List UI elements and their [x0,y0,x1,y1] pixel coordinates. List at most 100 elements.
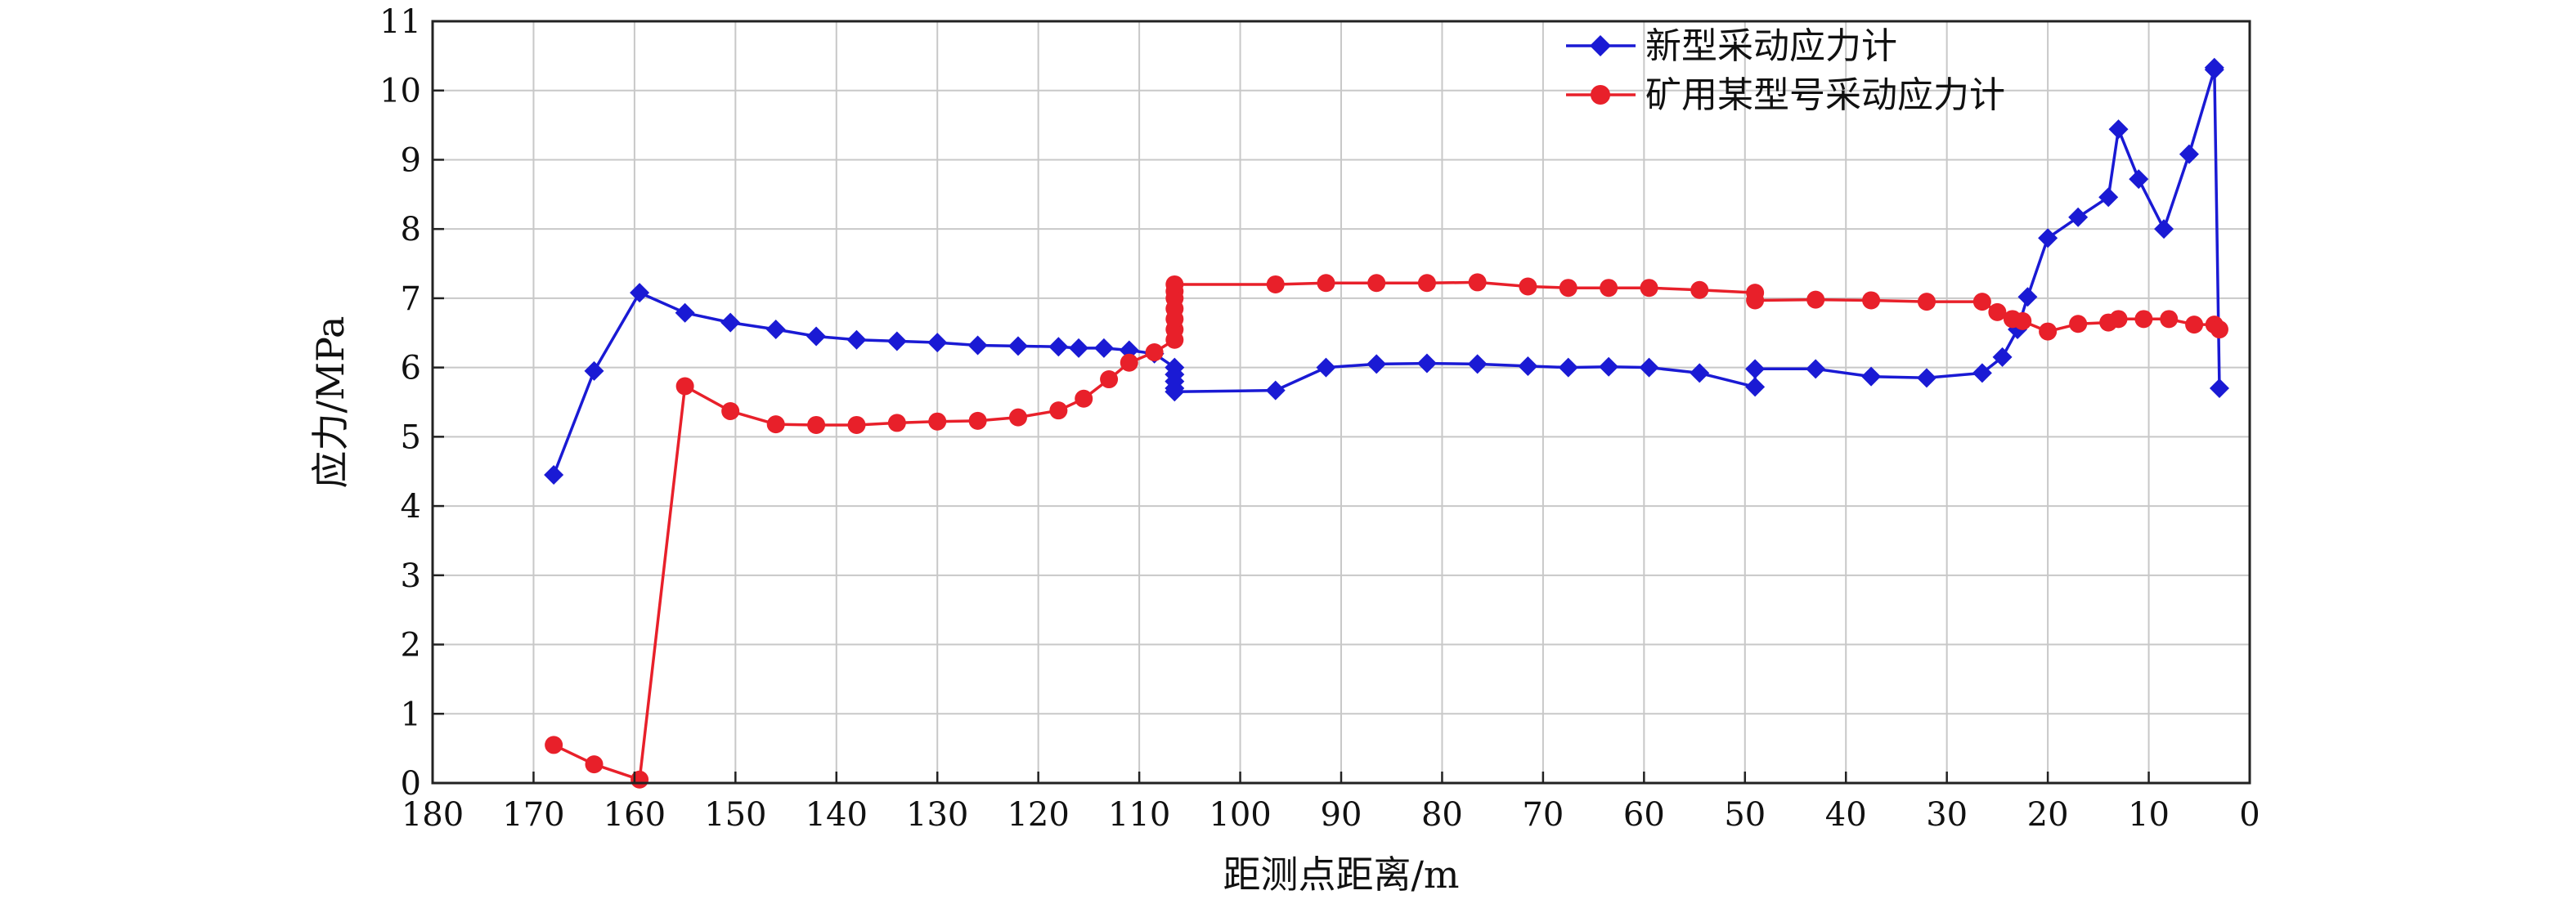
data-point-mine-gauge [2069,315,2088,333]
data-point-mine-gauge [1917,293,1936,311]
data-point-mine-gauge [847,415,866,434]
x-tick-label: 40 [1825,796,1867,834]
data-point-new-gauge [806,326,827,347]
data-point-new-gauge [2108,119,2129,140]
legend-label-mine-gauge: 矿用某型号采动应力计 [1645,74,2005,116]
data-point-mine-gauge [1008,408,1027,427]
x-tick-label: 130 [906,796,968,834]
y-tick-label: 2 [401,627,421,665]
data-point-new-gauge [630,283,650,303]
data-point-mine-gauge [2185,316,2204,334]
y-tick-label: 8 [401,211,421,248]
y-tick-label: 0 [401,765,421,803]
x-tick-label: 160 [604,796,666,834]
x-tick-label: 70 [1522,796,1564,834]
data-point-new-gauge [927,333,948,353]
data-point-new-gauge [2098,187,2119,208]
data-point-mine-gauge [1468,273,1487,292]
data-point-mine-gauge [1519,277,1537,296]
data-point-new-gauge [1316,357,1336,378]
data-point-mine-gauge [2134,310,2153,329]
data-point-new-gauge [675,302,695,323]
data-point-mine-gauge [545,736,563,754]
tick-layer: 180 170 160 150 140 130 120 110 100 90 80 70 60 50 40 3… [379,3,2260,834]
data-point-new-gauge [1690,363,1710,383]
data-point-mine-gauge [1806,290,1825,309]
data-point-new-gauge [1806,359,1826,379]
data-point-mine-gauge [807,415,826,434]
data-point-new-gauge [1416,353,1437,374]
data-point-mine-gauge [2039,322,2058,341]
data-point-mine-gauge [1746,291,1765,310]
data-point-mine-gauge [1862,291,1881,310]
data-point-new-gauge [846,329,867,350]
data-point-new-gauge [1861,366,1882,387]
data-point-new-gauge [2068,207,2089,227]
data-point-new-gauge [1639,357,1659,378]
data-point-mine-gauge [1417,274,1436,293]
data-point-mine-gauge [2210,320,2228,339]
data-point-mine-gauge [1266,275,1285,293]
data-point-new-gauge [1467,354,1488,374]
x-axis-label: 距测点距离/m [1223,853,1459,897]
x-tick-label: 180 [402,796,464,834]
x-tick-label: 110 [1108,796,1170,834]
data-point-mine-gauge [675,377,694,396]
data-point-new-gauge [1367,354,1387,374]
x-tick-label: 60 [1623,796,1665,834]
data-point-mine-gauge [1317,274,1335,293]
data-point-mine-gauge [1600,279,1618,298]
x-tick-label: 10 [2128,796,2170,834]
data-point-new-gauge [1093,338,1114,358]
y-tick-label: 3 [401,557,421,595]
data-point-new-gauge [1165,382,1185,402]
data-point-new-gauge [1069,338,1089,358]
grid-lines [433,21,2250,783]
y-tick-label: 9 [401,141,421,179]
data-point-new-gauge [1119,340,1139,360]
data-point-new-gauge [2017,287,2038,307]
legend-label-new-gauge: 新型采动应力计 [1645,25,1897,67]
data-point-new-gauge [2154,219,2174,239]
x-tick-label: 80 [1421,796,1463,834]
data-point-mine-gauge [2013,311,2032,330]
x-tick-label: 90 [1321,796,1362,834]
data-point-mine-gauge [1972,293,1991,311]
data-point-mine-gauge [631,770,649,789]
x-tick-label: 50 [1724,796,1766,834]
data-point-mine-gauge [968,411,987,430]
data-point-new-gauge [1745,377,1766,397]
legend: 新型采动应力计 矿用某型号采动应力计 [1566,25,2005,116]
legend-marker-mine-gauge [1591,85,1610,105]
x-tick-label: 150 [704,796,766,834]
data-point-mine-gauge [1988,302,2007,321]
x-tick-label: 120 [1007,796,1069,834]
data-point-new-gauge [1048,337,1069,357]
y-tick-label: 5 [401,418,421,456]
y-tick-label: 4 [401,488,421,526]
data-point-mine-gauge [887,414,906,432]
data-point-new-gauge [1992,347,2013,367]
series-line-mine-gauge [553,280,2221,781]
data-point-mine-gauge [1049,401,1068,420]
data-point-new-gauge [1265,380,1286,401]
data-point-new-gauge [584,360,604,381]
data-point-new-gauge [1558,357,1578,378]
x-tick-label: 170 [502,796,564,834]
x-tick-label: 100 [1209,796,1271,834]
data-point-new-gauge [2204,57,2224,78]
x-tick-label: 0 [2239,796,2260,834]
y-tick-label: 1 [401,696,421,733]
x-tick-label: 140 [806,796,868,834]
data-point-mine-gauge [1120,353,1138,372]
data-point-mine-gauge [585,755,604,774]
data-point-mine-gauge [1145,342,1164,361]
x-tick-label: 20 [2027,796,2069,834]
data-point-new-gauge [765,320,786,340]
data-point-new-gauge [967,335,988,356]
data-point-mine-gauge [1367,274,1386,293]
y-axis-label: 应力/MPa [308,316,352,489]
data-point-new-gauge [720,312,741,333]
data-point-new-gauge [544,464,564,485]
